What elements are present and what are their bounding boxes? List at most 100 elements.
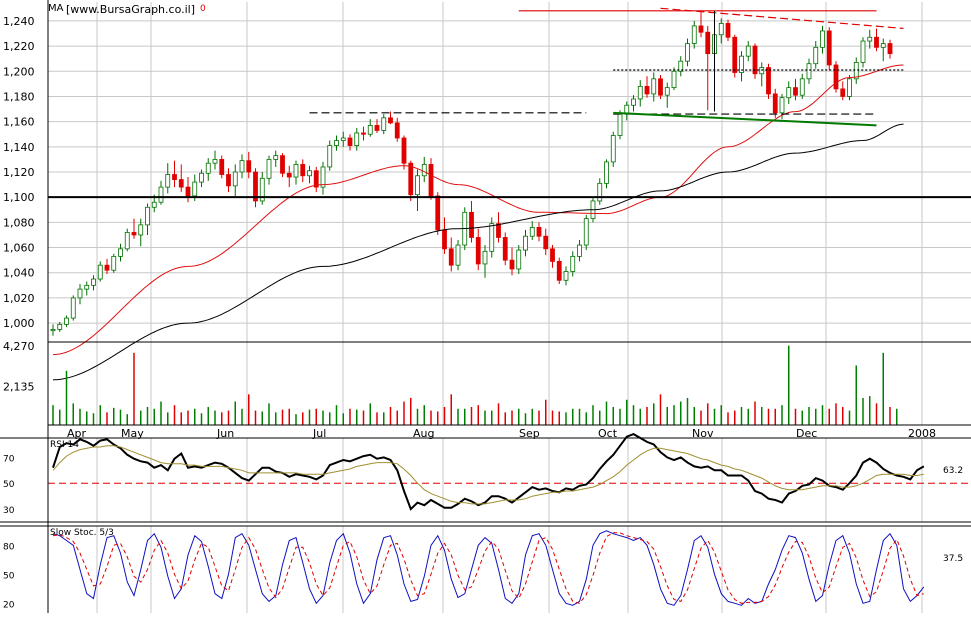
stoch-tick-label: 80 [3, 542, 15, 552]
candle-body [421, 164, 427, 177]
month-tick-label: Jun [216, 427, 234, 440]
rsi-tick-label: 50 [3, 480, 15, 490]
candle-body [232, 171, 238, 187]
month-tick-label: Nov [692, 427, 714, 440]
candle-body [259, 177, 265, 202]
volume-panel [52, 345, 898, 425]
candle-body [604, 161, 609, 184]
trend-line [660, 7, 904, 30]
candle-body [867, 36, 873, 42]
candle-body [205, 162, 211, 174]
price-tick-label: 1,180 [3, 90, 35, 103]
candle-body [354, 132, 360, 146]
candle-body [597, 182, 603, 202]
candle-body [772, 93, 778, 114]
candle-body [131, 232, 137, 236]
candle-body [158, 186, 164, 203]
candle-body [617, 113, 623, 136]
candle-body [631, 98, 636, 106]
candle-body [529, 227, 535, 237]
candle-body [739, 55, 744, 73]
candle-body [847, 78, 852, 97]
price-tick-label: 1,040 [3, 267, 35, 280]
rsi-title: RSI 14 [50, 440, 79, 450]
candle-body [77, 288, 83, 299]
candle-body [442, 229, 447, 250]
rsi-line [52, 432, 925, 511]
candle-body [266, 159, 272, 179]
candle-body [651, 78, 657, 95]
price-tick-label: 1,140 [3, 141, 35, 154]
stochastic-d-line [52, 532, 924, 604]
candle-body [253, 171, 258, 202]
candle-body [455, 244, 461, 266]
candle-body [172, 174, 177, 180]
candle-body [502, 237, 508, 261]
stochastic-panel [52, 530, 925, 606]
candle-body [111, 255, 117, 271]
candle-body [367, 125, 373, 135]
price-tick-label: 1,120 [3, 166, 35, 179]
price-tick-label: 1,200 [3, 65, 35, 78]
source-suffix: 0 [200, 4, 206, 14]
candle-body [97, 264, 103, 280]
candle-body [786, 87, 792, 99]
trend-line [613, 111, 877, 127]
candle-body [644, 85, 650, 95]
candle-body [448, 248, 454, 266]
candle-body [556, 261, 562, 281]
candle-body [70, 297, 76, 319]
price-tick-label: 1,020 [3, 292, 35, 305]
price-tick-label: 1,220 [3, 40, 35, 53]
candle-body [820, 30, 825, 48]
candle-body [57, 323, 63, 330]
candle-body [826, 30, 832, 66]
candle-body [50, 329, 56, 332]
price-tick-label: 1,160 [3, 116, 35, 129]
month-tick-label: Dec [796, 427, 817, 440]
rsi-signal-line [52, 445, 924, 505]
candle-body [543, 235, 549, 250]
candle-body [813, 46, 819, 65]
price-tick-label: 1,240 [3, 15, 35, 28]
candle-body [570, 255, 576, 272]
candle-body [124, 232, 130, 250]
candle-body [691, 25, 697, 44]
candle-body [489, 223, 495, 252]
candle-body [509, 259, 515, 270]
candle-body [219, 159, 225, 175]
rsi-last-value: 63.2 [943, 466, 963, 476]
candle-body [104, 264, 110, 271]
candle-body [374, 125, 380, 131]
price-tick-label: 1,100 [3, 191, 35, 204]
candle-body [685, 43, 690, 62]
price-tick-label: 1,000 [3, 317, 35, 330]
price-panel [48, 7, 971, 381]
candle-body [280, 155, 285, 174]
candle-body [874, 36, 879, 48]
candle-body [482, 250, 488, 265]
candle-body [273, 155, 279, 160]
candle-body [435, 195, 441, 231]
candle-body [293, 164, 299, 178]
candle-body [698, 25, 704, 33]
month-tick-label: Aug [413, 427, 434, 440]
month-tick-label: Oct [598, 427, 618, 440]
candle-body [91, 278, 96, 286]
candle-body [732, 36, 738, 73]
month-tick-label: Apr [67, 427, 87, 440]
candle-body [550, 248, 555, 262]
candle-body [307, 170, 312, 177]
candle-body [138, 224, 144, 236]
rsi-panel [48, 432, 971, 511]
candle-body [705, 31, 711, 55]
rsi-tick-label: 70 [3, 454, 15, 464]
candle-body [766, 67, 771, 95]
candle-body [84, 284, 90, 290]
stochastic-k-line [52, 530, 925, 606]
candle-body [860, 40, 866, 63]
ma-label: MA [48, 3, 64, 14]
